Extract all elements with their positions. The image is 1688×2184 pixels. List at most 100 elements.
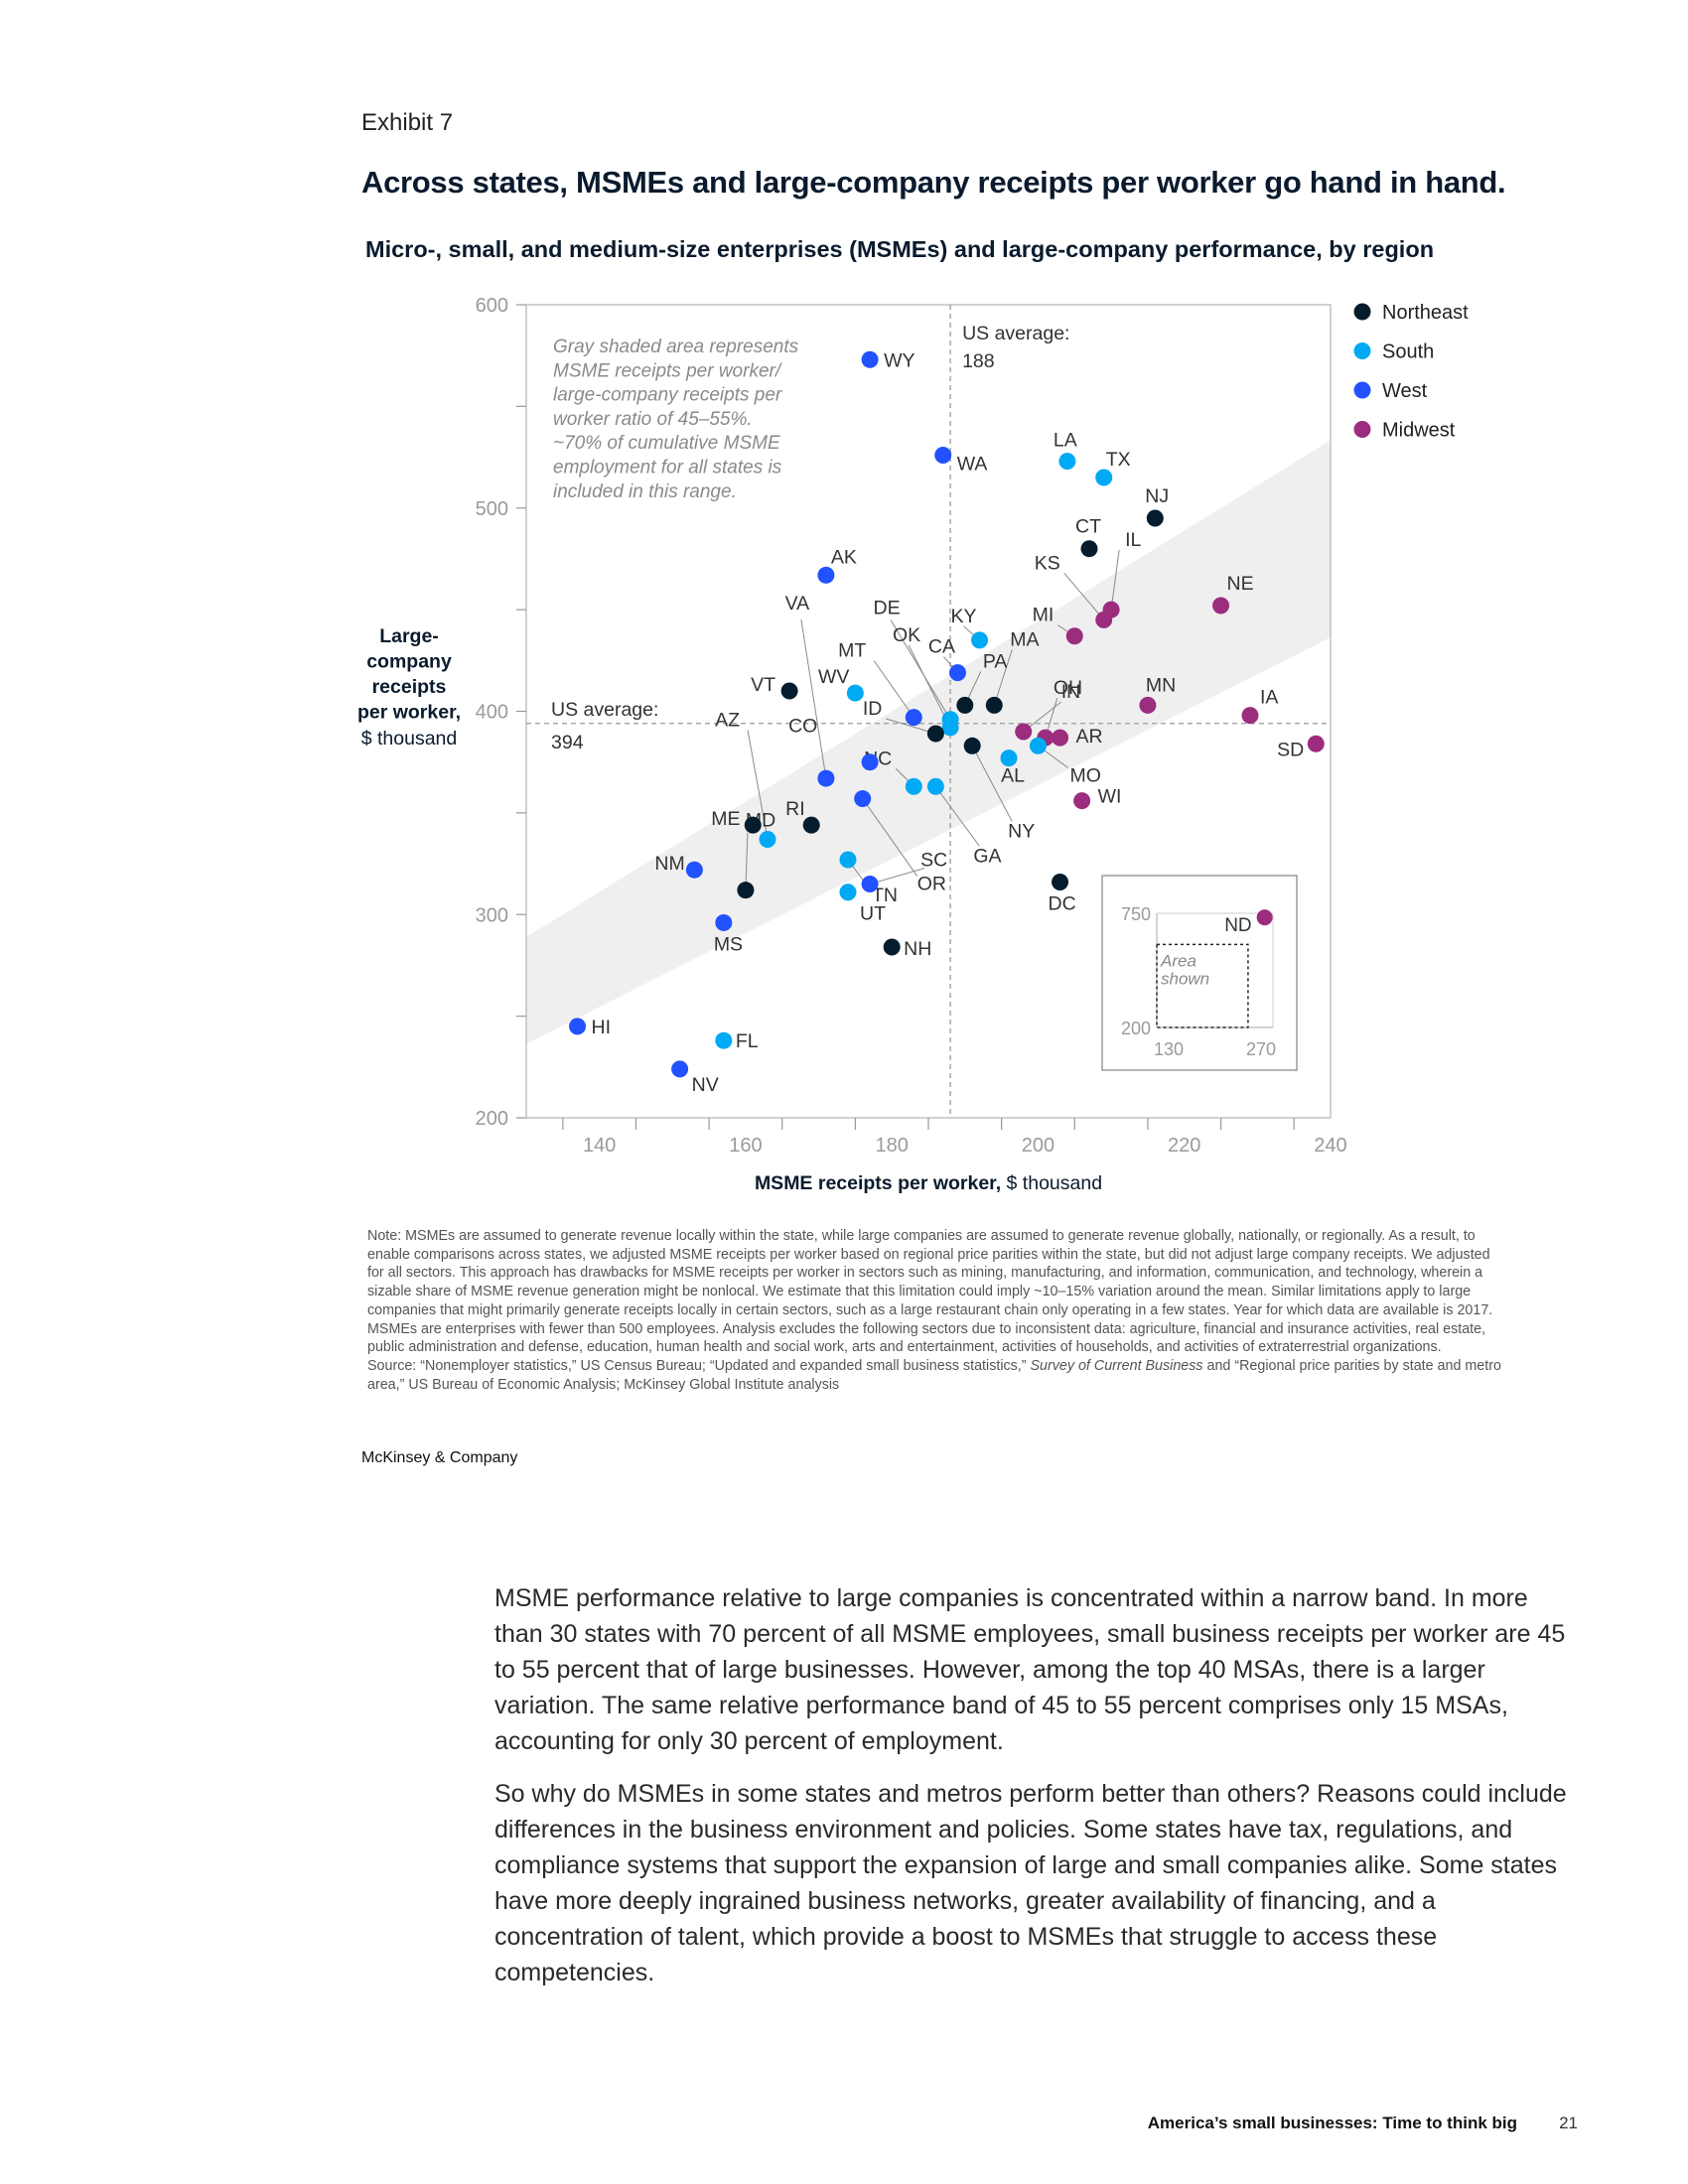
state-label: SC	[920, 850, 947, 872]
point-az	[759, 830, 776, 848]
point-ri	[802, 816, 820, 834]
point-al	[1000, 750, 1018, 767]
state-label: SD	[1277, 739, 1304, 760]
y-tick-label: 600	[476, 295, 508, 317]
x-tick-label: 140	[583, 1135, 616, 1157]
point-ne	[1212, 597, 1230, 614]
point-nj	[1146, 509, 1164, 527]
x-axis-label-unit: $ thousand	[1001, 1172, 1102, 1194]
y-axis-label-line: per worker,	[357, 702, 461, 724]
leader-line	[1063, 573, 1105, 620]
point-nm	[685, 861, 703, 879]
body-text: MSME performance relative to large compa…	[494, 1580, 1577, 2007]
source-text: Source: “Nonemployer statistics,” US Cen…	[367, 1357, 1509, 1394]
y-tick-label: 200	[476, 1108, 508, 1130]
y-axis-label-line: Large-	[379, 625, 439, 647]
band-note-line: included in this range.	[553, 481, 737, 502]
band-note-line: worker ratio of 45–55%.	[553, 409, 753, 430]
state-label: AL	[1001, 765, 1025, 787]
state-label: IN	[1061, 681, 1081, 703]
state-label: KY	[951, 606, 977, 627]
point-sd	[1307, 735, 1325, 752]
point-mn	[1139, 696, 1157, 714]
state-label: AK	[831, 546, 857, 568]
brand-label: McKinsey & Company	[361, 1449, 518, 1466]
state-label: HI	[592, 1017, 612, 1038]
band-note-line: MSME receipts per worker/	[553, 360, 782, 381]
point-ct	[1080, 540, 1098, 558]
point-mo	[1029, 737, 1047, 754]
state-label: WA	[957, 454, 988, 476]
legend-label: Midwest	[1382, 420, 1456, 442]
x-axis-label: MSME receipts per worker, $ thousand	[755, 1172, 1102, 1194]
x-tick-label: 200	[1022, 1135, 1055, 1157]
point-nv	[671, 1060, 689, 1078]
state-label: VT	[751, 674, 775, 696]
state-label: PA	[983, 650, 1008, 672]
leader-line	[800, 618, 827, 779]
inset-x-tick-label: 130	[1154, 1039, 1184, 1059]
point-pa	[956, 696, 974, 714]
state-label: AR	[1076, 726, 1103, 748]
state-label: AZ	[715, 709, 740, 731]
state-label: WY	[884, 349, 914, 371]
point-or	[854, 790, 872, 808]
point-nc	[905, 777, 922, 795]
state-label: WV	[818, 666, 849, 688]
state-label: CO	[788, 716, 817, 738]
state-label: NJ	[1145, 485, 1169, 507]
us-average-x-label: US average:	[962, 323, 1069, 344]
inset-outlier-label: ND	[1224, 915, 1251, 936]
point-la	[1058, 453, 1076, 471]
y-axis-label-line: company	[366, 651, 452, 673]
point-ak	[817, 566, 835, 584]
us-average-x-value: 188	[962, 350, 995, 372]
legend-marker-northeast	[1353, 303, 1371, 321]
state-label: OR	[917, 874, 946, 895]
exhibit-label: Exhibit 7	[361, 109, 454, 136]
state-label: MN	[1146, 674, 1176, 696]
point-me	[744, 816, 762, 834]
note-text: Note: MSMEs are assumed to generate reve…	[367, 1228, 1493, 1356]
point-ar	[1052, 729, 1069, 747]
state-label: LA	[1054, 430, 1077, 452]
legend-marker-midwest	[1353, 421, 1371, 438]
legend-marker-west	[1353, 381, 1371, 399]
page-number: 21	[1559, 2114, 1578, 2132]
state-label: NV	[692, 1074, 719, 1096]
leader-line	[971, 746, 1013, 822]
state-label: ID	[863, 698, 883, 720]
point-mi	[1065, 627, 1083, 645]
leader-line	[1110, 550, 1120, 611]
point-va	[817, 769, 835, 787]
state-label: ME	[711, 808, 740, 830]
state-label: TN	[872, 885, 898, 906]
leader-line	[908, 644, 951, 729]
leader-line	[886, 718, 936, 735]
point-wv	[846, 684, 864, 702]
point-tn	[839, 851, 857, 869]
chart-subtitle: Micro-, small, and medium-size enterpris…	[365, 236, 1435, 262]
state-label: IA	[1260, 687, 1278, 709]
band-note-line: employment for all states is	[553, 458, 782, 478]
state-label: NY	[1008, 820, 1035, 842]
source-italic: Survey of Current Business	[1030, 1357, 1203, 1374]
band-note-line: large-company receipts per	[553, 385, 782, 406]
inset-y-tick-label: 200	[1121, 1019, 1151, 1038]
body-paragraph: So why do MSMEs in some states and metro…	[494, 1780, 1567, 1986]
y-tick-label: 400	[476, 702, 508, 724]
state-label: FL	[736, 1030, 759, 1052]
point-nd	[1256, 909, 1273, 926]
y-axis-label-unit: $ thousand	[361, 728, 458, 750]
state-label: NE	[1227, 573, 1254, 595]
state-label: CA	[928, 636, 955, 658]
point-ut	[839, 884, 857, 901]
footer-title: America’s small businesses: Time to thin…	[1147, 2114, 1517, 2132]
point-vt	[780, 682, 798, 700]
state-label: OK	[893, 624, 920, 646]
legend-label: South	[1382, 341, 1434, 363]
point-hi	[569, 1018, 587, 1035]
band-note-line: Gray shaded area represents	[553, 337, 799, 357]
inset-x-tick-label: 270	[1246, 1039, 1276, 1059]
state-label: UT	[860, 903, 886, 925]
